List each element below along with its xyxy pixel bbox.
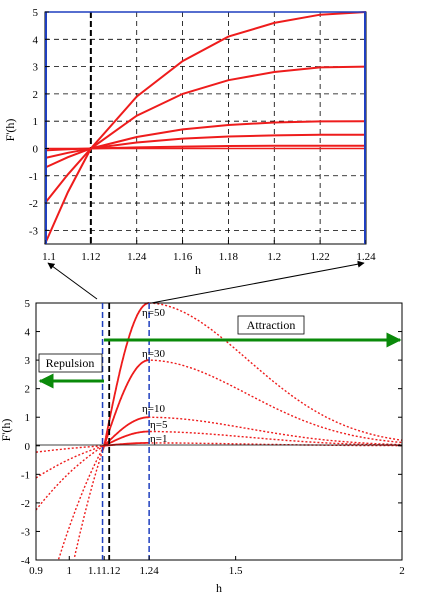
bottom-series-label-eta-5: η=5 (150, 419, 168, 431)
top-y-tick-label: -1 (29, 171, 38, 183)
top-x-tick-label: 1.16 (173, 251, 193, 263)
bottom-y-axis-label: F'(h) (0, 419, 13, 442)
bottom-y-tick-label: -2 (21, 498, 30, 510)
top-y-axis-label: F'(h) (3, 119, 17, 142)
top-x-axis-label: h (195, 263, 201, 277)
bottom-series-label-eta-50: η=50 (142, 307, 165, 319)
top-y-tick-label: 4 (33, 34, 39, 46)
top-x-tick-label: 1.1 (42, 251, 56, 263)
top-series-eta-50 (44, 11, 367, 245)
bottom-x-tick-label: 1 (67, 565, 73, 577)
repulsion-box (38, 353, 103, 373)
bottom-y-tick-label: -1 (21, 469, 30, 481)
bottom-y-tick-label: 3 (25, 355, 31, 367)
top-y-tick-label: 5 (33, 7, 39, 19)
top-y-tick-label: -2 (29, 198, 38, 210)
attraction-label: Attraction (247, 318, 296, 332)
bottom-y-tick-label: 1 (25, 412, 31, 424)
zoom-arrow-right (145, 260, 365, 305)
top-series-eta-5 (44, 133, 366, 159)
top-x-tick-label: 1.2 (267, 251, 281, 263)
bottom-series-label-eta-1: η=1 (150, 433, 167, 445)
bottom-series-eta-10-solid (102, 416, 150, 448)
top-y-tick-label: 1 (33, 116, 39, 128)
bottom-series-label-eta-10: η=10 (142, 403, 165, 415)
bottom-x-tick-label: 1.11.12 (88, 565, 121, 577)
bottom-x-tick-label: 1.24 (140, 565, 160, 577)
bottom-series-eta-5-dotted (35, 430, 402, 479)
bottom-x-tick-label: 0.9 (29, 565, 43, 577)
attraction-box (237, 315, 305, 335)
bottom-x-axis-label: h (216, 581, 222, 595)
bottom-series-eta-30-dotted (57, 359, 403, 560)
bottom-y-tick-label: -3 (21, 526, 31, 538)
bottom-series-eta-50-solid (101, 302, 150, 452)
top-x-tick-label: 1.22 (311, 251, 330, 263)
bottom-y-tick-label: 2 (25, 384, 31, 396)
bottom-y-tick-label: -4 (21, 555, 31, 567)
top-series-eta-10 (44, 120, 367, 169)
repulsion-label: Repulsion (46, 356, 95, 370)
bottom-y-tick-label: 4 (25, 327, 31, 339)
zoom-arrow-left (47, 262, 98, 300)
top-y-tick-label: 2 (33, 89, 39, 101)
top-series-eta-30 (44, 65, 367, 204)
top-y-tick-label: -3 (29, 225, 39, 237)
top-x-tick-label: 1.18 (219, 251, 239, 263)
bottom-series-eta-5-solid (102, 430, 150, 448)
bottom-x-tick-label: 1.5 (229, 565, 243, 577)
top-x-tick-label: 1.12 (81, 251, 100, 263)
bottom-plot-frame (35, 302, 403, 561)
bottom-series-eta-30-solid (101, 359, 150, 450)
bottom-y-tick-label: 0 (25, 441, 31, 453)
bottom-plot-area (36, 303, 402, 560)
top-x-tick-label: 1.24 (356, 251, 376, 263)
zoom-arrows (47, 260, 365, 305)
bottom-x-tick-label: 2 (399, 565, 405, 577)
top-y-tick-label: 0 (33, 143, 39, 155)
top-y-tick-label: 3 (33, 62, 39, 74)
bottom-panel: -4 -3 -2 -1 0 1 2 3 4 5 0.9 1 1.11.12 1.24 1.5 2 η=50 η… (0, 298, 405, 595)
bottom-series-eta-50-dotted (73, 302, 403, 558)
top-x-tick-label: 1.24 (127, 251, 147, 263)
bottom-y-tick-label: 5 (25, 298, 31, 310)
bottom-series-eta-10-dotted (35, 416, 403, 511)
top-panel: -3 -2 -1 0 1 2 3 4 5 1.1 1.12 1.24 1.16 1.18 1.2 1.22 1… (3, 7, 376, 277)
bottom-series-label-eta-30: η=30 (142, 348, 165, 360)
